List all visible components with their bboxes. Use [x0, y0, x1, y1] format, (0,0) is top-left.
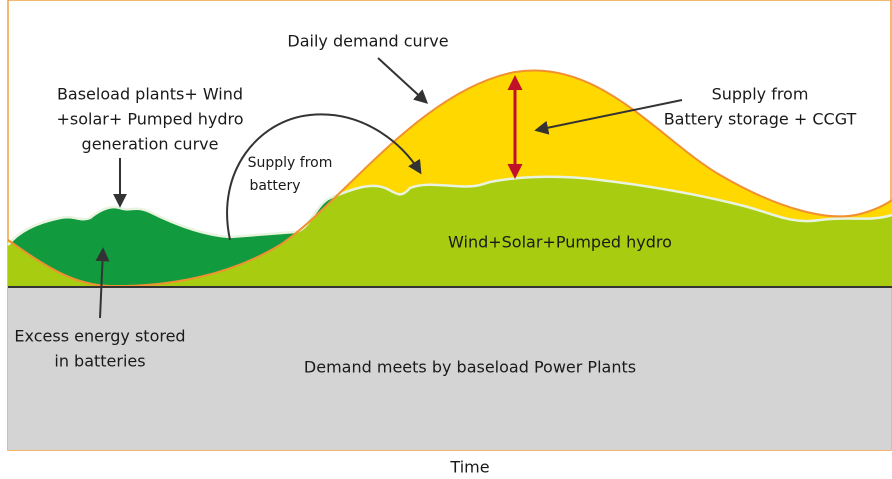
- axis-label: Time: [449, 458, 489, 477]
- curved-arrow: [226, 113, 422, 241]
- label: +solar+ Pumped hydro: [57, 110, 244, 129]
- label: Battery storage + CCGT: [664, 110, 857, 129]
- label: Wind+Solar+Pumped hydro: [448, 233, 672, 252]
- generation-curve: [7, 175, 892, 246]
- arrow: [534, 99, 683, 135]
- label: battery: [249, 178, 300, 194]
- label: Supply from: [712, 85, 809, 104]
- label: Daily demand curve: [287, 32, 448, 51]
- label: Demand meets by baseload Power Plants: [304, 358, 636, 377]
- label: in batteries: [54, 352, 145, 371]
- arrow: [377, 57, 429, 104]
- demand-curve: [7, 69, 892, 288]
- arrow: [95, 247, 110, 319]
- label: Excess energy stored: [14, 327, 185, 346]
- label: Baseload plants+ Wind: [57, 85, 243, 104]
- label: generation curve: [82, 135, 219, 154]
- label: Supply from: [248, 155, 333, 171]
- baseload-area: [8, 287, 891, 450]
